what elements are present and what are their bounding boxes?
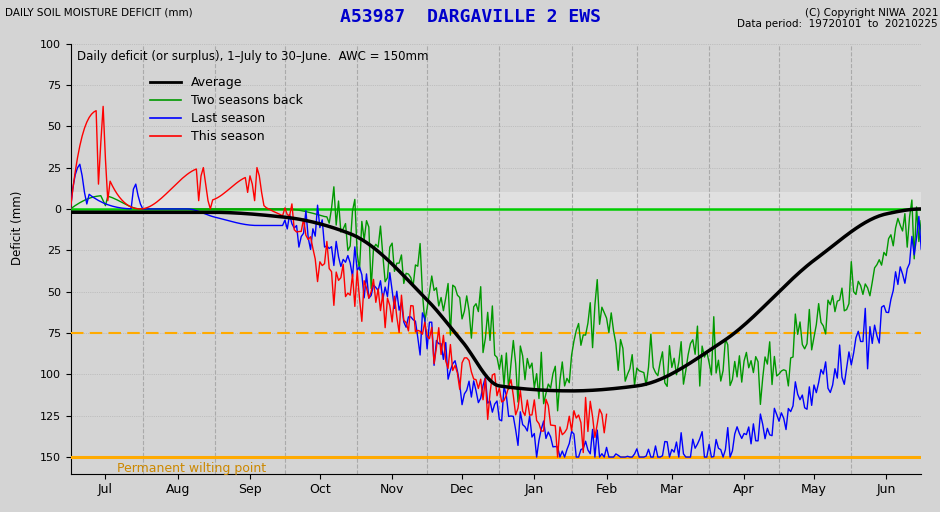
Text: Permanent wilting point: Permanent wilting point [118,462,266,475]
Text: Daily deficit (or surplus), 1–July to 30–June.  AWC = 150mm: Daily deficit (or surplus), 1–July to 30… [77,50,429,63]
Text: (C) Copyright NIWA  2021: (C) Copyright NIWA 2021 [805,8,938,18]
Text: Deficit (mm): Deficit (mm) [11,191,24,265]
Text: A53987  DARGAVILLE 2 EWS: A53987 DARGAVILLE 2 EWS [339,8,601,26]
Text: Data period:  19720101  to  20210225: Data period: 19720101 to 20210225 [738,19,938,29]
Bar [70,209,921,474]
Bar [70,193,921,209]
Legend: Average, Two seasons back, Last season, This season: Average, Two seasons back, Last season, … [145,71,308,148]
Text: DAILY SOIL MOISTURE DEFICIT (mm): DAILY SOIL MOISTURE DEFICIT (mm) [5,8,193,18]
